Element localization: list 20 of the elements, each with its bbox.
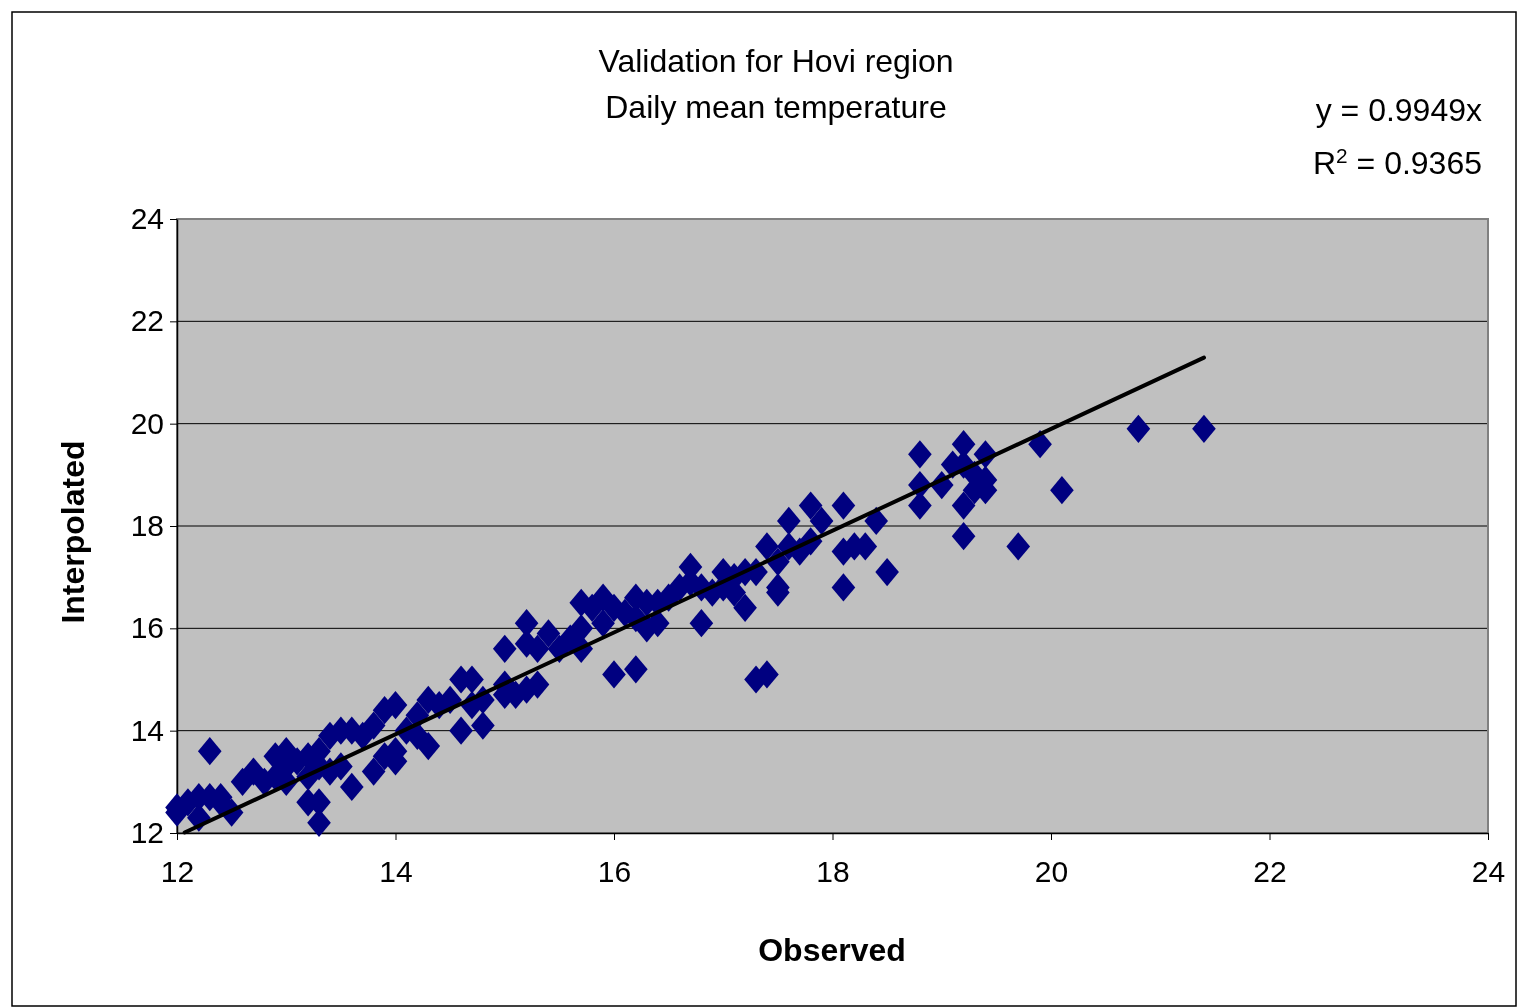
chart-subtitle: Daily mean temperature [605,89,947,125]
y-axis-title: Interpolated [55,440,91,624]
x-tick-label: 12 [160,855,195,888]
y-tick-label: 18 [130,509,164,543]
x-tick-label: 14 [379,855,413,888]
text: y = 0.9949x [1315,92,1482,128]
x-tick-label: 20 [1034,855,1069,888]
x-tick-label: 22 [1253,855,1287,888]
y-tick-label: 14 [130,713,164,747]
x-axis-title: Observed [758,932,906,968]
chart-title: Validation for Hovi region [598,43,954,79]
text: R$^{2}$ = 0.9365 [1312,143,1482,181]
x-tick-label: 24 [1471,855,1506,888]
x-tick-label: 16 [597,855,632,888]
y-tick-label: 20 [130,406,164,440]
x-tick-label: 18 [816,855,850,888]
y-tick-label: 12 [130,816,164,850]
y-tick-label: 16 [130,611,164,645]
y-tick-label: 22 [130,304,164,338]
y-tick-label: 24 [130,202,164,236]
